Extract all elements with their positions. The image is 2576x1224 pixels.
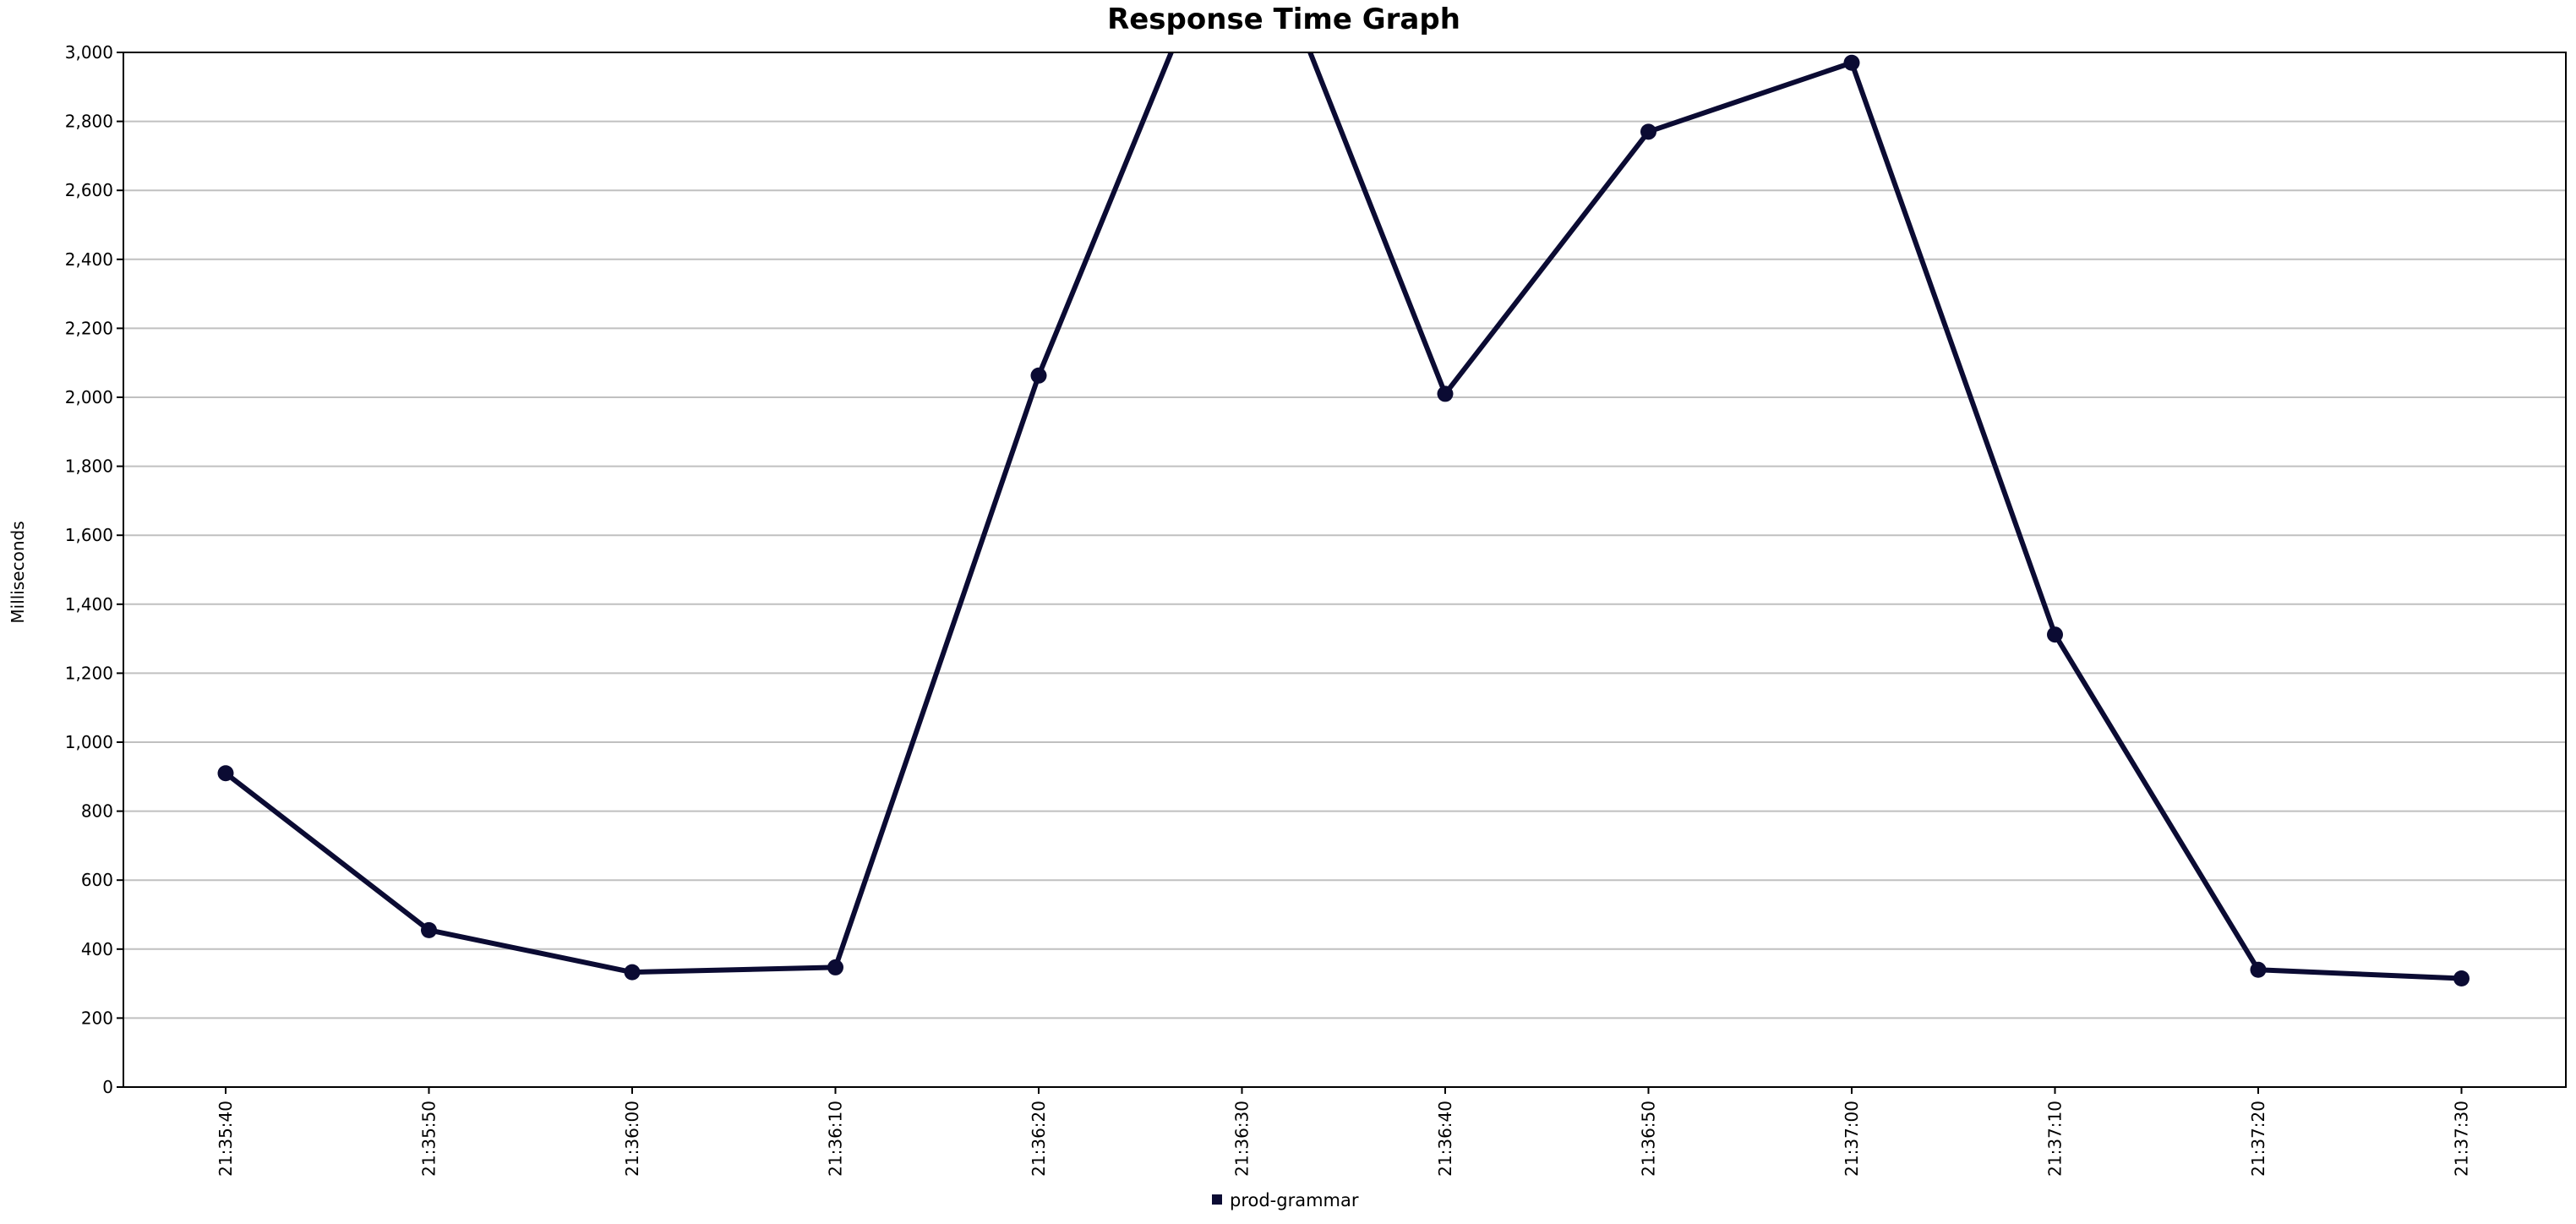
y-tick-label: 0 bbox=[102, 1077, 113, 1097]
y-tick-label: 3,000 bbox=[65, 42, 113, 63]
y-axis: 0 200 400 600 800 1,000 1,200 1,400 1,600 1,800 2,… bbox=[65, 42, 123, 1097]
data-point bbox=[1437, 385, 1454, 402]
y-tick-label: 600 bbox=[81, 870, 113, 890]
data-point bbox=[1030, 367, 1047, 384]
x-tick-label: 21:36:00 bbox=[622, 1101, 642, 1177]
x-tick-label: 21:36:10 bbox=[826, 1101, 846, 1177]
y-tick-label: 800 bbox=[81, 801, 113, 822]
x-tick-label: 21:35:50 bbox=[419, 1101, 439, 1177]
x-tick-label: 21:36:20 bbox=[1029, 1101, 1049, 1177]
y-axis-title: Milliseconds bbox=[8, 521, 28, 623]
y-tick-label: 2,800 bbox=[65, 112, 113, 132]
y-tick-label: 2,400 bbox=[65, 249, 113, 270]
data-point bbox=[2453, 970, 2470, 986]
data-point bbox=[827, 959, 843, 975]
grid-lines bbox=[123, 120, 2566, 1019]
series-layer bbox=[217, 52, 2470, 986]
y-tick-label: 200 bbox=[81, 1008, 113, 1028]
series-line-prod-grammar bbox=[223, 52, 2464, 981]
data-point bbox=[2250, 961, 2267, 978]
x-axis: 21:35:40 21:35:50 21:36:00 21:36:10 21:36:20… bbox=[216, 1087, 2472, 1177]
y-tick-label: 1,000 bbox=[65, 732, 113, 752]
data-point bbox=[2047, 626, 2063, 643]
data-point bbox=[421, 921, 437, 938]
chart-title: Response Time Graph bbox=[1107, 3, 1460, 36]
x-tick-label: 21:37:30 bbox=[2452, 1101, 2472, 1177]
data-point bbox=[217, 765, 234, 782]
y-tick-label: 1,600 bbox=[65, 525, 113, 545]
y-tick-label: 2,600 bbox=[65, 180, 113, 200]
data-point bbox=[1640, 123, 1656, 140]
legend: prod-grammar bbox=[1212, 1190, 1359, 1210]
y-tick-label: 1,200 bbox=[65, 663, 113, 683]
x-tick-label: 21:37:10 bbox=[2045, 1101, 2066, 1177]
x-tick-label: 21:36:50 bbox=[1639, 1101, 1659, 1177]
data-point bbox=[1843, 54, 1860, 71]
plot-area bbox=[123, 52, 2566, 1087]
legend-swatch bbox=[1212, 1194, 1222, 1205]
x-tick-label: 21:36:30 bbox=[1232, 1101, 1253, 1177]
x-tick-label: 21:36:40 bbox=[1435, 1101, 1455, 1177]
legend-label-prod-grammar: prod-grammar bbox=[1230, 1190, 1359, 1210]
x-tick-label: 21:37:20 bbox=[2248, 1101, 2268, 1177]
x-tick-label: 21:37:00 bbox=[1842, 1101, 1862, 1177]
y-tick-label: 1,800 bbox=[65, 456, 113, 477]
y-tick-label: 400 bbox=[81, 939, 113, 959]
data-point bbox=[624, 964, 641, 981]
y-tick-label: 2,200 bbox=[65, 318, 113, 338]
y-tick-label: 1,400 bbox=[65, 594, 113, 615]
plot-frame bbox=[123, 52, 2567, 1088]
y-tick-label: 2,000 bbox=[65, 387, 113, 407]
x-tick-label: 21:35:40 bbox=[216, 1101, 236, 1177]
